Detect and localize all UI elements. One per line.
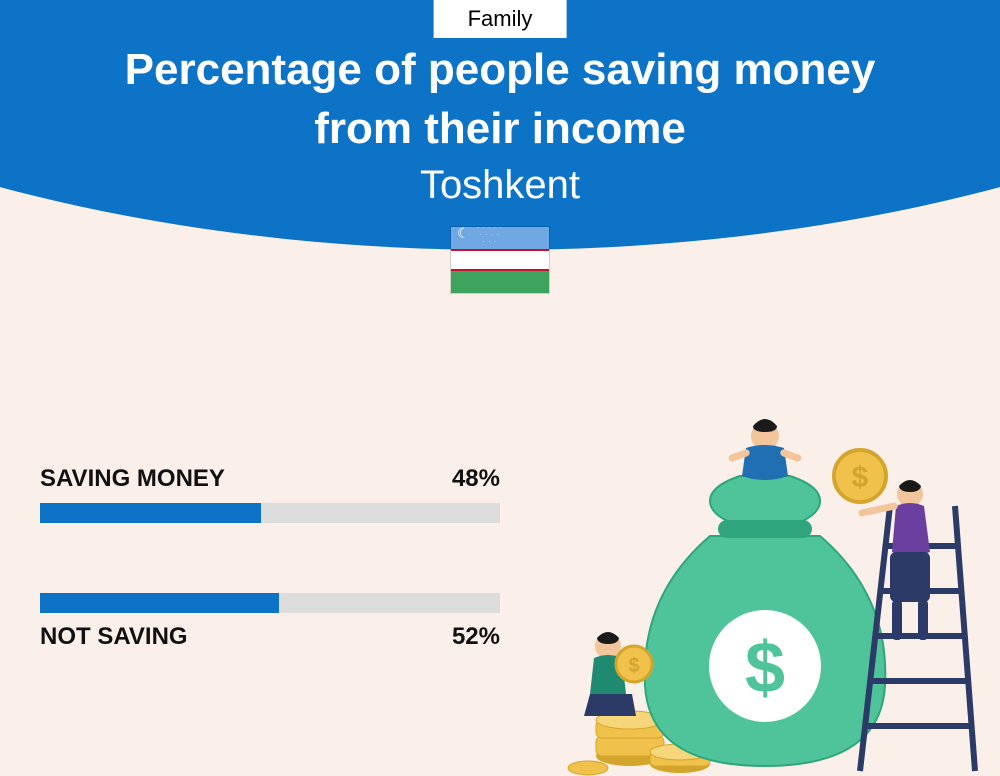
bar-saving-value: 48% (452, 465, 500, 493)
category-badge: Family (434, 0, 567, 38)
bar-saving-label: SAVING MONEY (40, 465, 225, 493)
bar-notsaving-label: NOT SAVING (40, 623, 188, 651)
bar-saving-fill (40, 503, 261, 523)
bar-notsaving-value: 52% (452, 623, 500, 651)
bar-saving-track (40, 503, 500, 523)
flag-stripe-mid (451, 249, 549, 271)
bar-notsaving: NOT SAVING 52% (40, 593, 500, 651)
flag-stripe-bot (451, 271, 549, 293)
main-title: Percentage of people saving money from t… (0, 40, 1000, 159)
svg-text:$: $ (628, 655, 639, 677)
badge-label: Family (468, 6, 533, 31)
bar-saving: SAVING MONEY 48% (40, 465, 500, 523)
person-top-icon (728, 419, 803, 480)
person-left-icon: $ (584, 632, 652, 716)
flag-icon (450, 226, 550, 294)
bar-notsaving-fill (40, 593, 279, 613)
bar-notsaving-track (40, 593, 500, 613)
title-block: Percentage of people saving money from t… (0, 40, 1000, 294)
money-bag-icon: $ (645, 476, 886, 766)
svg-text:$: $ (852, 461, 869, 494)
subtitle: Toshkent (0, 163, 1000, 208)
bar-notsaving-labels: NOT SAVING 52% (40, 623, 500, 651)
bars-section: SAVING MONEY 48% NOT SAVING 52% (40, 465, 500, 721)
bar-saving-labels: SAVING MONEY 48% (40, 465, 500, 493)
money-illustration: $ $ $ (560, 416, 980, 776)
title-line-1: Percentage of people saving money (125, 45, 876, 94)
title-line-2: from their income (314, 104, 686, 153)
flag-stripe-top (451, 227, 549, 249)
svg-text:$: $ (745, 628, 785, 708)
